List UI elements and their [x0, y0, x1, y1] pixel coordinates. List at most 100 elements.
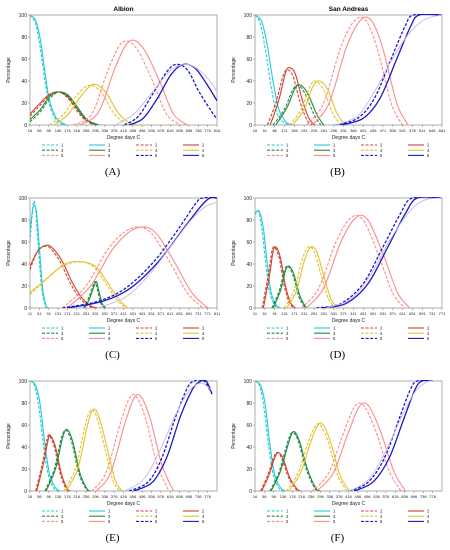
x-tick-label: 411	[120, 311, 127, 316]
series-line-5-solid	[66, 226, 211, 308]
series-line-1-solid	[255, 14, 293, 125]
legend-label-6: 6	[155, 519, 158, 524]
series-line-5-dashed	[306, 16, 403, 125]
x-tick-label: 296	[317, 494, 324, 499]
x-tick-label: 571	[389, 311, 396, 316]
y-tick-label: 100	[244, 13, 253, 19]
series-line-6-solid	[128, 63, 217, 125]
x-tick-label: 211	[301, 311, 308, 316]
legend-label-4: 4	[155, 148, 158, 153]
x-tick-label: 496	[364, 494, 371, 499]
y-axis-label: Percentage	[231, 423, 237, 449]
legend-label-4: 4	[202, 331, 205, 336]
x-tick-label: 371	[111, 311, 118, 316]
legend-label-5: 5	[333, 336, 336, 341]
chart-panel-d: 0 20 40 60 80 100 11 51 91 131 171 211 251 291 331 371 4…	[225, 183, 450, 366]
legend-label-5: 5	[61, 336, 64, 341]
x-tick-label: 576	[158, 494, 165, 499]
x-tick-label: 656	[401, 494, 408, 499]
x-tick-label: 416	[120, 494, 127, 499]
series-group	[255, 380, 433, 491]
x-axis-label: Degree days C	[332, 501, 366, 507]
x-tick-label: 611	[167, 311, 174, 316]
series-line-3-solid	[270, 431, 321, 491]
series-line-1-dashed	[30, 200, 49, 308]
x-tick-label: 456	[130, 494, 137, 499]
x-tick-label: 91	[46, 311, 51, 316]
x-tick-label: 536	[148, 128, 155, 133]
x-tick-label: 296	[92, 494, 99, 499]
x-tick-label: 611	[399, 311, 406, 316]
y-tick-label: 100	[244, 196, 253, 202]
x-tick-label: 736	[195, 494, 202, 499]
series-line-2-solid	[261, 451, 301, 491]
panel-label-e: (E)	[105, 532, 120, 544]
chart-title: San Andreas	[329, 6, 369, 13]
series-line-2-dashed	[266, 69, 313, 125]
y-tick-label: 100	[19, 379, 28, 385]
series-line-2-solid	[36, 434, 72, 491]
x-tick-label: 171	[291, 311, 298, 316]
x-tick-label: 696	[186, 128, 193, 133]
legend-label-4: 4	[202, 514, 205, 519]
series-line-4-solid	[53, 83, 139, 125]
y-tick-label: 40	[21, 445, 27, 451]
legend-label-2: 2	[155, 143, 158, 148]
series-line-5-dashed	[91, 393, 170, 491]
x-tick-label: 256	[83, 494, 90, 499]
x-tick-label: 436	[370, 128, 377, 133]
x-tick-label: 651	[409, 311, 416, 316]
x-tick-label: 616	[392, 494, 399, 499]
x-tick-label: 616	[167, 494, 174, 499]
chart-panel-f: 0 20 40 60 80 100 16 56 96 136 176 216 256 296 336 376 4…	[225, 366, 450, 549]
series-line-4-dashed	[63, 409, 121, 491]
legend-label-3: 3	[286, 331, 289, 336]
x-tick-label: 211	[74, 311, 81, 316]
x-tick-label: 691	[186, 311, 193, 316]
legend-label-1: 1	[61, 509, 64, 514]
x-tick-label: 136	[280, 494, 287, 499]
y-axis-label: Percentage	[6, 57, 12, 83]
legend-label-2: 2	[380, 509, 383, 514]
series-line-7-solid	[334, 14, 442, 125]
legend-label-1: 1	[108, 509, 111, 514]
x-tick-label: 16	[28, 128, 33, 133]
legend-label-6: 6	[202, 153, 205, 158]
y-tick-label: 0	[24, 489, 27, 495]
series-line-5-solid	[311, 16, 409, 125]
y-tick-label: 20	[21, 284, 27, 290]
series-line-5-solid	[95, 393, 175, 491]
legend-label-2: 2	[155, 509, 158, 514]
x-tick-label: 471	[380, 128, 387, 133]
legend-label-5: 5	[61, 153, 64, 158]
x-tick-label: 656	[176, 494, 183, 499]
x-tick-label: 16	[253, 128, 258, 133]
series-line-6-dashed	[62, 197, 217, 308]
x-tick-label: 291	[92, 311, 99, 316]
y-axis-label: Percentage	[231, 57, 237, 83]
x-tick-label: 11	[253, 311, 258, 316]
x-tick-label: 571	[158, 311, 165, 316]
y-tick-label: 80	[246, 35, 252, 41]
plot-frame	[29, 380, 218, 492]
legend-label-5: 5	[108, 519, 111, 524]
x-tick-label: 226	[311, 128, 318, 133]
legend-label-2: 2	[427, 143, 430, 148]
series-line-3-dashed	[269, 432, 320, 491]
series-line-1-solid	[255, 380, 286, 491]
legend-label-1: 1	[61, 143, 64, 148]
legend-label-6: 6	[155, 153, 158, 158]
legend-label-2: 2	[202, 509, 205, 514]
legend-label-5: 5	[286, 336, 289, 341]
series-line-3-dashed	[272, 84, 322, 125]
series-line-1-solid	[30, 380, 61, 491]
legend-label-3: 3	[333, 514, 336, 519]
y-tick-label: 60	[21, 57, 27, 63]
y-tick-label: 60	[246, 423, 252, 429]
series-line-6-solid	[340, 14, 442, 125]
x-tick-label: 11	[28, 311, 33, 316]
x-axis-label: Degree days C	[332, 318, 366, 324]
x-tick-label: 536	[148, 494, 155, 499]
series-line-1-dashed	[255, 380, 285, 491]
